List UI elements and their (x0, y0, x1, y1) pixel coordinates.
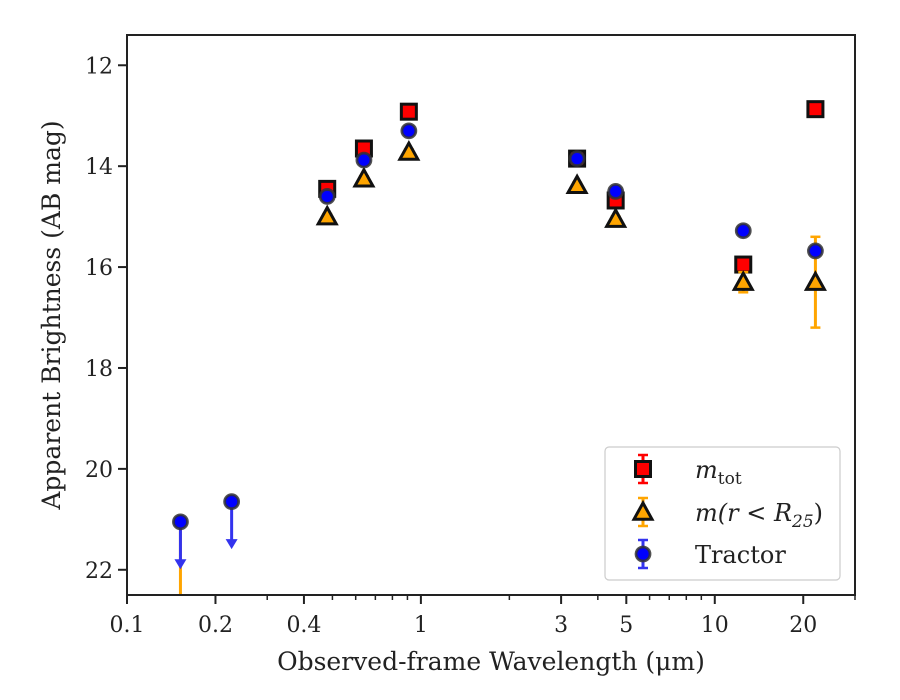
y-ticks: 12 14 16 18 20 22 (85, 54, 127, 584)
x-tick-label: 20 (789, 613, 817, 638)
point-mr25 (315, 204, 339, 226)
legend-marker-mr25 (631, 499, 655, 521)
point-tractor (400, 122, 418, 140)
point-mr25 (565, 173, 589, 195)
x-major-ticks: 0.1 0.2 0.4 1 3 5 10 20 (110, 595, 817, 638)
point-mr25 (604, 207, 628, 228)
upper-limit-arrow (174, 559, 187, 570)
point-tractor (318, 188, 336, 205)
legend-marker-tractor (634, 545, 652, 563)
y-tick-label: 12 (85, 54, 113, 79)
point-mr25 (803, 270, 827, 291)
legend-mr25-sub: 25 (791, 512, 814, 532)
x-tick-label: 0.4 (286, 613, 321, 638)
point-tractor-limit (223, 493, 241, 511)
legend-markers (631, 453, 655, 570)
x-tick-label: 1 (414, 613, 428, 638)
x-tick-label: 0.2 (198, 613, 233, 638)
point-mr25 (731, 270, 755, 291)
point-tractor-limit (172, 513, 189, 531)
point-mr25 (397, 139, 421, 161)
legend-mtot-sub: tot (718, 469, 742, 489)
point-mr25 (352, 166, 376, 188)
x-axis-label: Observed-frame Wavelength (μm) (277, 647, 705, 676)
x-tick-label: 0.1 (110, 613, 145, 638)
legend: mtot m(r < R25) Tractor (604, 446, 841, 581)
point-mtot (399, 102, 418, 121)
point-tractor (807, 242, 824, 260)
y-tick-label: 22 (85, 559, 113, 584)
x-tick-label: 10 (701, 613, 729, 638)
legend-mr25-tail: ) (814, 499, 823, 527)
plot-frame (126, 34, 856, 596)
point-tractor (355, 151, 373, 169)
legend-label-tractor: Tractor (695, 541, 786, 569)
point-tractor (734, 222, 752, 240)
point-tractor (568, 150, 586, 168)
point-mtot (734, 255, 753, 274)
point-tractor (607, 182, 625, 200)
y-tick-label: 18 (85, 357, 113, 382)
y-axis-label: Apparent Brightness (AB mag) (37, 120, 66, 510)
y-tick-label: 20 (85, 458, 113, 483)
x-tick-label: 3 (554, 613, 568, 638)
y-tick-label: 16 (85, 256, 113, 281)
legend-label-mr25: m(r < R25) (695, 499, 823, 532)
x-tick-label: 5 (619, 613, 633, 638)
legend-marker-mtot (634, 460, 652, 478)
legend-box (604, 446, 841, 581)
y-tick-label: 14 (85, 155, 113, 180)
legend-mtot-main: m (695, 456, 718, 484)
point-mtot (806, 100, 825, 119)
legend-label-mtot: mtot (695, 456, 742, 489)
data-marks (172, 100, 827, 595)
legend-mr25-main: m(r < R (695, 499, 792, 527)
upper-limit-arrow (225, 539, 238, 550)
